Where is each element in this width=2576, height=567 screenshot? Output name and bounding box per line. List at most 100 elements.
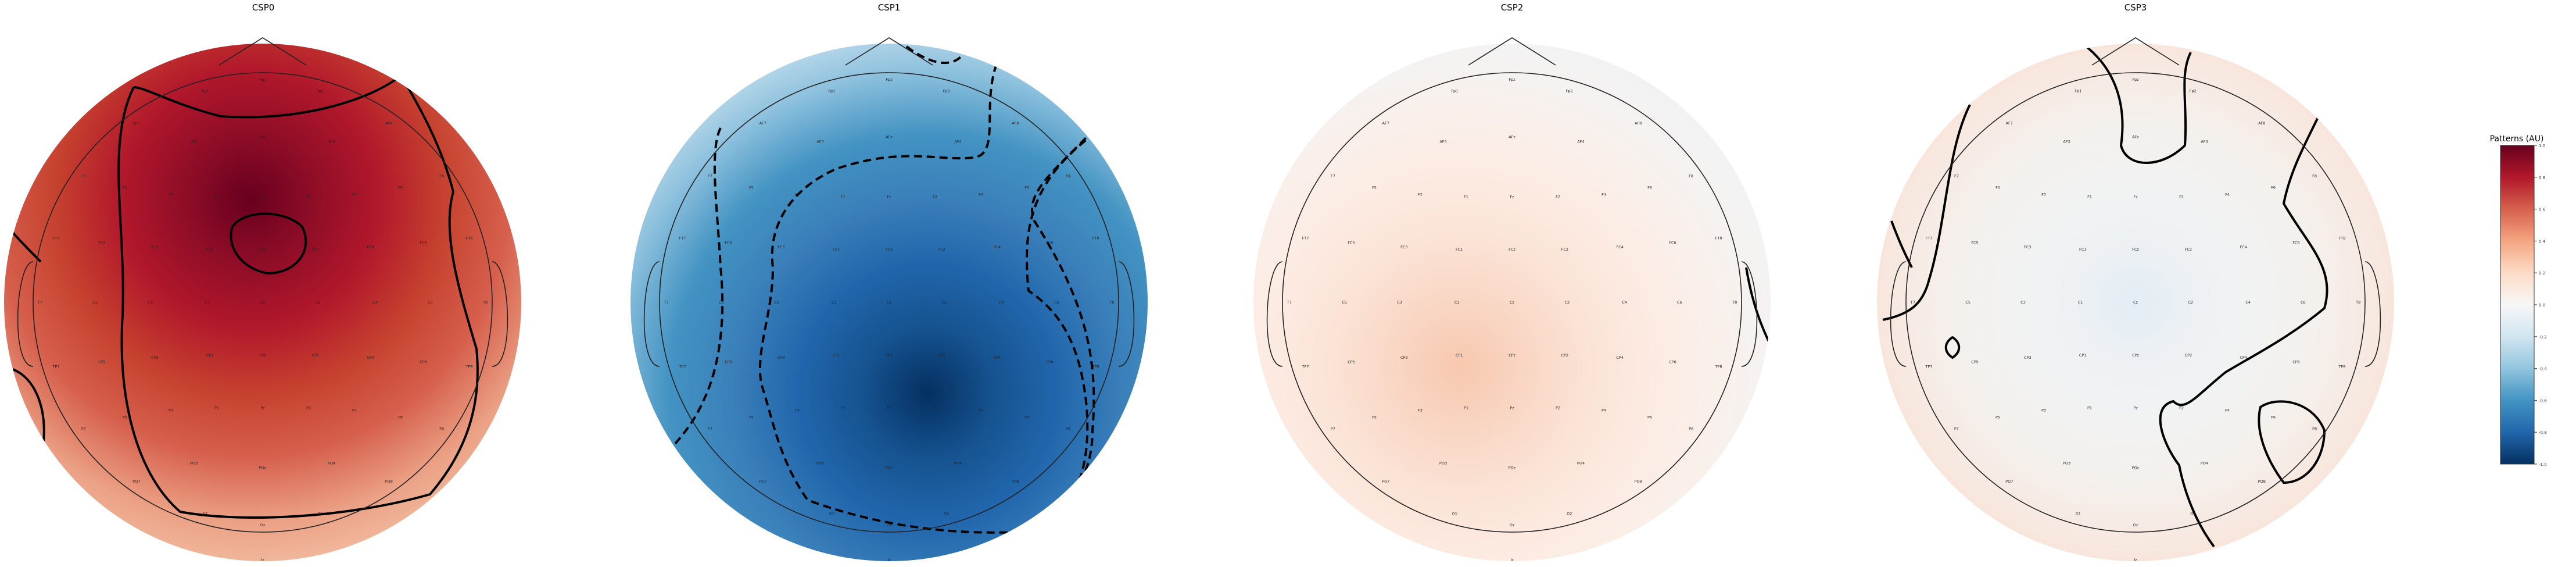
sensor-label: FC4 [993, 245, 1000, 249]
sensor-label: Iz [2134, 557, 2137, 562]
sensor-label: AF4 [328, 140, 335, 144]
sensor-label: FT8 [2339, 236, 2346, 240]
topomap-title: CSP1 [878, 2, 901, 13]
sensor-label: CP5 [1348, 360, 1355, 365]
sensor-label: F1 [2087, 194, 2092, 199]
sensor-label: CP5 [725, 360, 732, 365]
head-map [630, 44, 1148, 561]
sensor-label: CP6 [1669, 360, 1676, 365]
sensor-label: AFz [2132, 135, 2139, 140]
sensor-label: Fpz [2132, 77, 2139, 82]
sensor-label: TP7 [1301, 365, 1309, 369]
sensor-label: F1 [841, 194, 845, 199]
sensor-label: P2 [933, 406, 937, 411]
sensor-label: P2 [2179, 406, 2184, 411]
sensor-label: Fz [887, 194, 891, 199]
sensor-label: Cz [2133, 300, 2138, 305]
sensor-label: FCz [886, 247, 893, 252]
sensor-label: C5 [92, 300, 98, 305]
head-circle [1905, 72, 2366, 533]
sensor-label: AFz [259, 135, 266, 140]
sensor-label: P3 [795, 408, 800, 413]
sensor-label: CPz [259, 353, 266, 358]
sensor-label: F7 [1954, 174, 1959, 179]
colorbar-tick-label: 1.0 [2539, 144, 2545, 148]
sensor-label: FC4 [2240, 245, 2247, 249]
sensor-label: AF3 [1439, 140, 1446, 144]
left-ear [1266, 261, 1283, 367]
sensor-label: CP4 [2240, 355, 2247, 360]
sensor-label: F6 [2271, 186, 2276, 190]
sensor-label: AF8 [2258, 121, 2265, 126]
sensor-label: F1 [1464, 194, 1468, 199]
sensor-label: CP2 [312, 353, 320, 358]
sensor-label: Oz [887, 523, 892, 527]
sensor-label: O2 [2190, 511, 2195, 516]
sensor-label: CP5 [1971, 360, 1979, 365]
left-ear [17, 261, 34, 367]
colorbar-tick-label: 0.6 [2539, 208, 2546, 212]
sensor-label: P8 [1066, 426, 1070, 431]
sensor-label: TP8 [2338, 365, 2345, 369]
sensor-label: P7 [708, 426, 712, 431]
sensor-label: FC1 [833, 247, 840, 252]
colorbar-tick-label: 0.4 [2539, 239, 2546, 244]
sensor-labels: Fp1 Fpz Fp2 AF7 AF3 AFz AF4 AF8 F7 F5 F3 F1 Fz F2 F4 F6… [37, 77, 488, 562]
sensor-label: C4 [1622, 300, 1627, 305]
nose [845, 37, 933, 66]
sensor-label: FC3 [2024, 245, 2031, 249]
sensor-label: FCz [1509, 247, 1515, 252]
sensor-label: F4 [2225, 192, 2230, 197]
sensor-label: PO4 [328, 461, 335, 466]
sensor-label: F2 [2179, 194, 2184, 199]
sensor-label: FT7 [53, 236, 60, 240]
sensor-label: C2 [941, 300, 947, 305]
sensor-label: F8 [1066, 174, 1070, 179]
sensor-label: Pz [1510, 406, 1514, 411]
colorbar: Patterns (AU) 1.0 0.8 0.6 0.4 0.2 0.0 -0.2 -0.4… [2490, 134, 2548, 467]
sensor-label: FT7 [1302, 236, 1309, 240]
sensor-label: CP3 [1400, 355, 1408, 360]
sensor-label: CP3 [778, 355, 785, 360]
sensor-label: F6 [1647, 186, 1652, 190]
sensor-label: Fp1 [2075, 89, 2081, 94]
sensor-label: C6 [1677, 300, 1682, 305]
sensor-label: C4 [999, 300, 1004, 305]
sensor-label: Pz [887, 406, 891, 411]
sensor-label: P6 [1647, 415, 1652, 420]
sensor-label: AF3 [2063, 140, 2070, 144]
colorbar-gradient [2500, 145, 2535, 465]
sensor-label: Pz [260, 406, 265, 411]
sensor-label: PO3 [2063, 461, 2070, 466]
sensor-label: P7 [1331, 426, 1335, 431]
sensor-label: F2 [1556, 194, 1560, 199]
colorbar-tick-label: -0.6 [2539, 398, 2547, 403]
sensor-label: Fp2 [2190, 89, 2197, 94]
sensor-label: CP3 [2024, 355, 2032, 360]
sensor-label: T8 [2355, 300, 2360, 305]
sensor-label: FT7 [679, 236, 686, 240]
sensor-label: Fp2 [943, 89, 950, 94]
sensor-label: CP6 [420, 360, 427, 365]
sensor-label: Fz [2133, 194, 2138, 199]
sensor-label: CP4 [993, 355, 1001, 360]
sensor-label: O1 [203, 511, 208, 516]
colorbar-title: Patterns (AU) [2490, 134, 2544, 144]
sensor-label: CP3 [151, 355, 159, 360]
sensor-label: T7 [664, 300, 669, 305]
sensor-label: FC6 [1669, 240, 1676, 245]
sensor-label: C6 [428, 300, 433, 305]
sensor-label: CP2 [2185, 353, 2192, 358]
colorbar-tick-label: 0.8 [2539, 176, 2545, 180]
sensor-label: P4 [2225, 408, 2230, 413]
sensor-label: FC1 [206, 247, 213, 252]
sensor-label: AF8 [1635, 121, 1642, 126]
sensor-label: F3 [169, 192, 173, 197]
sensor-label: P7 [81, 426, 86, 431]
sensor-label: AF7 [133, 121, 140, 126]
sensor-label: Fp1 [202, 89, 209, 94]
sensor-label: FC1 [1456, 247, 1463, 252]
contour-lines [1882, 45, 2328, 548]
sensor-label: PO7 [1382, 479, 1389, 484]
